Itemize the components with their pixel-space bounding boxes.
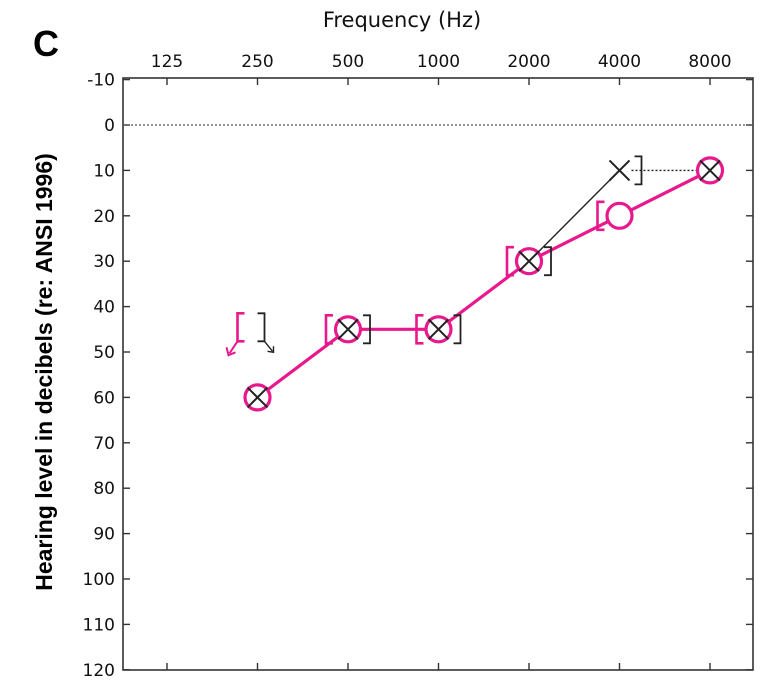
- x-axis-title: Frequency (Hz): [323, 8, 481, 32]
- left-ear-cross-marker: [246, 386, 269, 409]
- y-tick-label: 30: [93, 252, 115, 272]
- right-ear-bone-bracket: [596, 200, 605, 232]
- right-ear-bone-bracket: [415, 314, 424, 345]
- y-tick-label: 80: [93, 479, 115, 499]
- x-tick-label: 500: [332, 52, 364, 72]
- right-ear-circle-marker: [605, 201, 634, 230]
- x-tick-label: 8000: [688, 52, 731, 72]
- right-ear-bone-bracket: [324, 314, 333, 345]
- y-tick-label: 40: [93, 298, 115, 318]
- y-tick-label: 60: [93, 388, 115, 408]
- left-ear-no-response-arrow: [267, 346, 275, 354]
- x-tick-label: 250: [241, 52, 273, 72]
- left-ear-bone-bracket: [634, 155, 643, 186]
- left-ear-air-line: [536, 177, 612, 254]
- data-markers: [225, 155, 725, 412]
- right-ear-air-line: [256, 168, 711, 399]
- y-tick-label: 110: [83, 615, 115, 635]
- series-lines: [256, 168, 711, 399]
- x-tick-label: 1000: [417, 52, 460, 72]
- right-ear-bone-bracket: [236, 312, 245, 343]
- y-tick-label: 20: [93, 207, 115, 227]
- left-ear-no-response-arrow: [263, 340, 274, 352]
- left-ear-cross-marker: [337, 318, 359, 341]
- left-ear-cross-marker: [427, 318, 450, 341]
- axis-ticks: 125 250 500 1000 2000 4000 8000 -10 0 10 20 30 40 50 6…: [83, 52, 753, 681]
- left-ear-bone-bracket: [544, 246, 552, 277]
- panel-label: C: [33, 23, 59, 64]
- y-tick-label: 0: [104, 116, 115, 136]
- x-tick-label: 4000: [598, 52, 641, 72]
- y-tick-label: -10: [87, 71, 115, 91]
- plot-frame: [122, 77, 754, 671]
- left-ear-cross-marker: [608, 159, 631, 182]
- x-tick-label: 2000: [507, 52, 550, 72]
- y-tick-label: 10: [93, 161, 115, 181]
- y-tick-label: 90: [93, 525, 115, 545]
- y-axis-title: Hearing level in decibels (re: ANSI 1996…: [31, 153, 57, 591]
- y-tick-label: 100: [83, 570, 115, 590]
- left-ear-cross-marker: [518, 250, 540, 272]
- left-ear-bone-bracket: [363, 314, 371, 345]
- y-tick-label: 50: [93, 343, 115, 363]
- right-ear-no-response-arrow: [228, 340, 239, 354]
- right-ear-no-response-arrow: [225, 347, 236, 357]
- left-ear-cross-marker: [699, 159, 721, 182]
- left-ear-bone-bracket: [257, 312, 266, 343]
- y-tick-label: 70: [93, 434, 115, 454]
- x-tick-label: 125: [151, 52, 183, 72]
- left-ear-bone-bracket: [453, 314, 462, 345]
- y-tick-label: 120: [83, 661, 115, 681]
- right-ear-bone-bracket: [505, 245, 514, 277]
